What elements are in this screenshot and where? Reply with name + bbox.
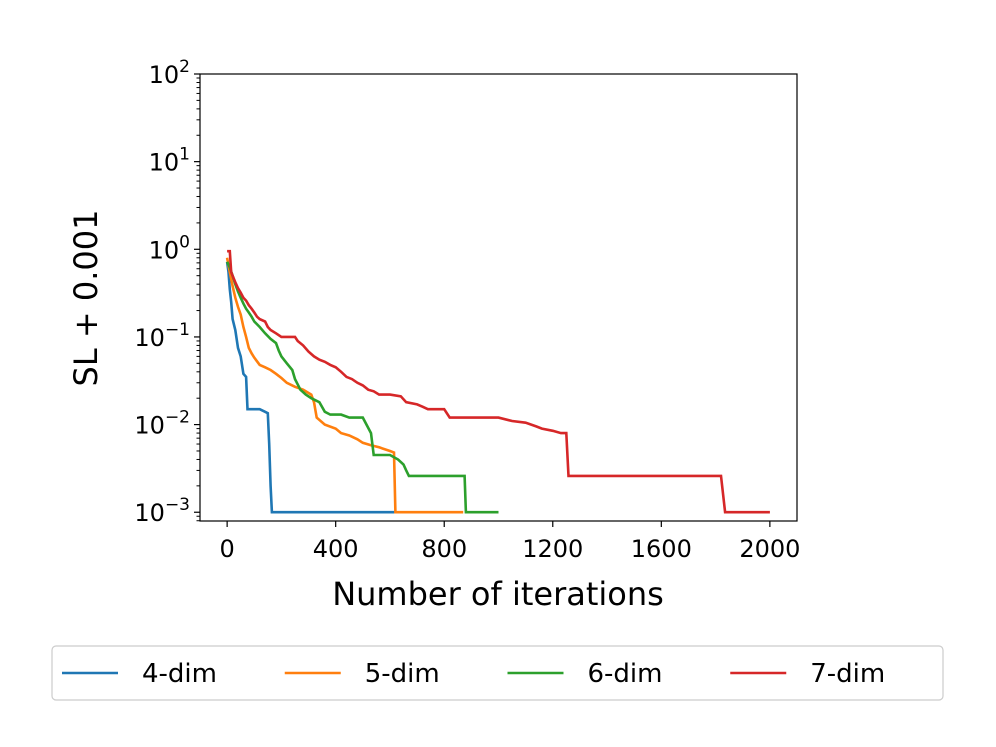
x-tick-label: 2000: [739, 535, 800, 563]
legend-label-4-dim: 4-dim: [142, 659, 217, 689]
x-axis: 0 400 800 1200 1600 2000: [219, 521, 800, 563]
legend-frame: [51, 645, 944, 701]
series-line-6-dim: [225, 261, 499, 514]
y-tick-label: 10−1: [134, 320, 190, 352]
x-tick-label: 1600: [631, 535, 692, 563]
x-tick-label: 800: [421, 535, 467, 563]
plot-frame: [199, 73, 798, 522]
y-axis-label: SL + 0.001: [67, 210, 105, 387]
y-tick-label: 100: [149, 232, 190, 264]
series-layer: [225, 249, 770, 514]
y-axis: 10−3 10−2 10−1 100 101 102: [134, 57, 200, 527]
y-tick-label: 10−3: [134, 495, 190, 527]
y-tick-label: 101: [149, 145, 190, 177]
x-tick-label: 0: [219, 535, 234, 563]
x-tick-label: 1200: [522, 535, 583, 563]
x-tick-label: 400: [313, 535, 359, 563]
legend-label-5-dim: 5-dim: [365, 659, 440, 689]
legend-label-6-dim: 6-dim: [588, 659, 663, 689]
series-line-5-dim: [225, 257, 464, 514]
series-line-4-dim: [225, 261, 396, 514]
legend-label-7-dim: 7-dim: [810, 659, 885, 689]
series-line-7-dim: [227, 249, 770, 514]
legend: 4-dim 5-dim 6-dim 7-dim: [51, 645, 944, 701]
y-tick-label: 10−2: [134, 408, 190, 440]
y-tick-label: 102: [149, 57, 190, 89]
x-axis-label: Number of iterations: [332, 575, 664, 613]
